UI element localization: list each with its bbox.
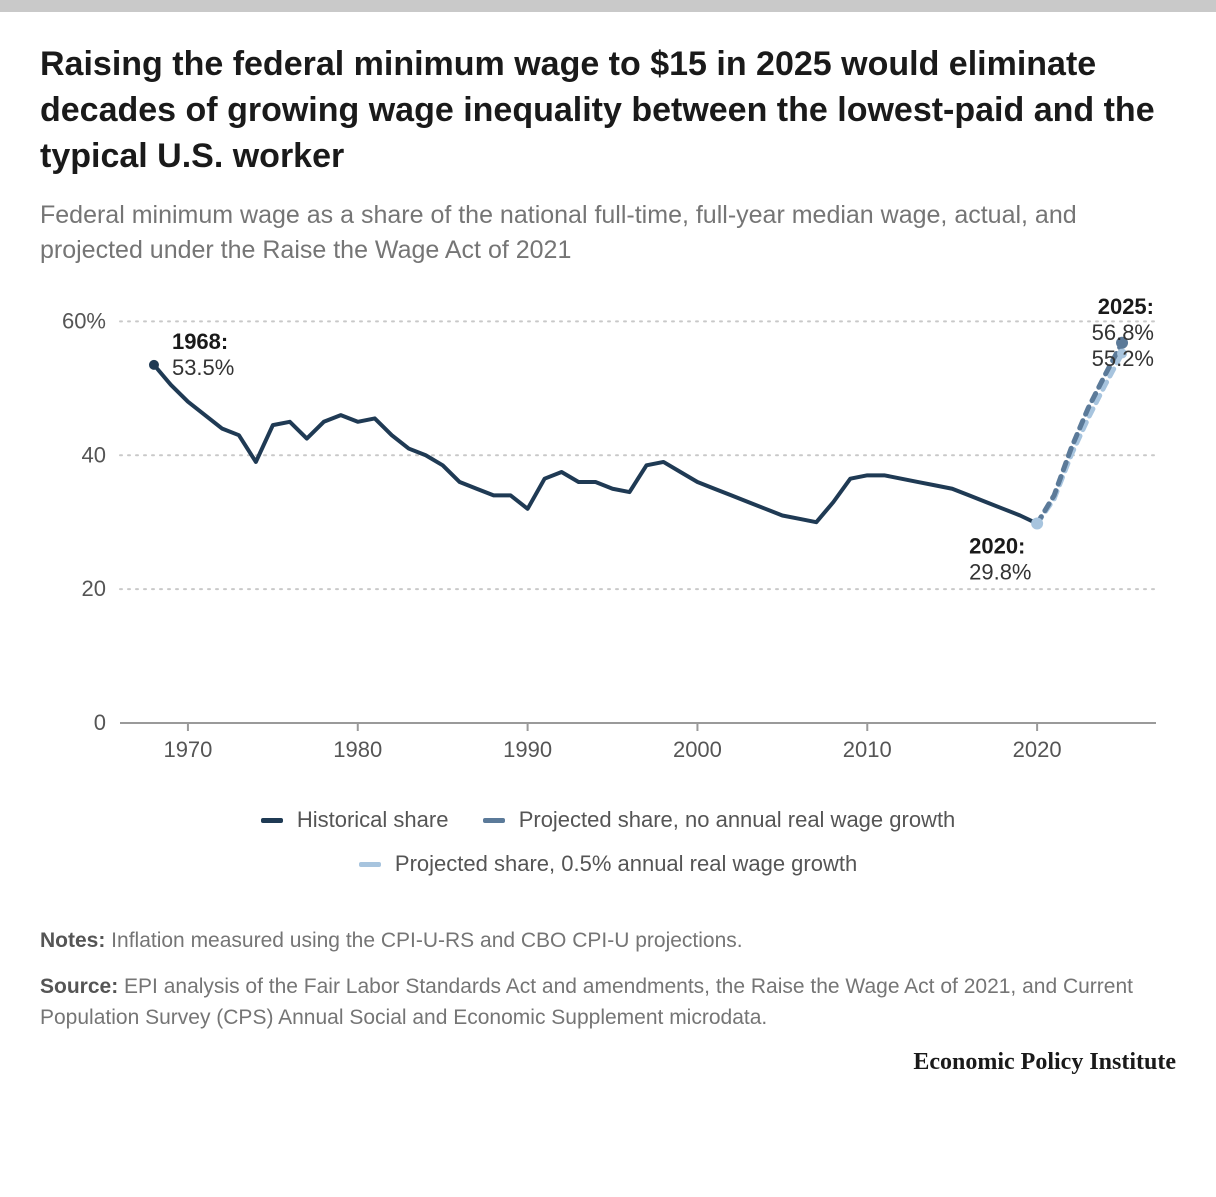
chart-subtitle: Federal minimum wage as a share of the n…	[40, 198, 1176, 268]
chart-area: 0 20 40 60% 1970 1980 1990 2000 2010 2020 1968:53.…	[40, 288, 1176, 778]
notes-text: Inflation measured using the CPI-U-RS an…	[105, 929, 742, 952]
footer-attribution: Economic Policy Institute	[40, 1049, 1176, 1076]
legend-swatch	[261, 818, 283, 823]
legend-item-proj-none: Projected share, no annual real wage gro…	[483, 798, 956, 842]
legend-label: Projected share, 0.5% annual real wage g…	[395, 851, 857, 876]
legend-swatch	[483, 818, 505, 823]
source-label: Source:	[40, 975, 118, 998]
svg-text:1970: 1970	[163, 737, 212, 762]
legend-item-historical: Historical share	[261, 798, 449, 842]
svg-text:53.5%: 53.5%	[172, 355, 234, 380]
source: Source: EPI analysis of the Fair Labor S…	[40, 972, 1176, 1033]
svg-text:60%: 60%	[62, 308, 106, 333]
chart-title: Raising the federal minimum wage to $15 …	[40, 42, 1176, 180]
svg-text:2020:: 2020:	[969, 533, 1025, 558]
svg-text:2020: 2020	[1013, 737, 1062, 762]
svg-text:1980: 1980	[333, 737, 382, 762]
container: Raising the federal minimum wage to $15 …	[0, 12, 1216, 1106]
notes: Notes: Inflation measured using the CPI-…	[40, 926, 1176, 956]
svg-text:56.8%: 56.8%	[1092, 320, 1154, 345]
legend-label: Projected share, no annual real wage gro…	[519, 807, 956, 832]
legend-swatch	[359, 862, 381, 867]
svg-text:1990: 1990	[503, 737, 552, 762]
source-text: EPI analysis of the Fair Labor Standards…	[40, 975, 1133, 1028]
svg-text:1968:: 1968:	[172, 329, 228, 354]
svg-text:2025:: 2025:	[1098, 294, 1154, 319]
svg-text:40: 40	[82, 442, 106, 467]
legend-label: Historical share	[297, 807, 449, 832]
svg-text:2000: 2000	[673, 737, 722, 762]
top-bar	[0, 0, 1216, 12]
notes-label: Notes:	[40, 929, 105, 952]
line-chart-svg: 0 20 40 60% 1970 1980 1990 2000 2010 2020 1968:53.…	[40, 288, 1176, 778]
svg-text:2010: 2010	[843, 737, 892, 762]
svg-text:29.8%: 29.8%	[969, 559, 1031, 584]
svg-text:20: 20	[82, 576, 106, 601]
svg-text:55.2%: 55.2%	[1092, 346, 1154, 371]
figure-card: Raising the federal minimum wage to $15 …	[0, 0, 1216, 1106]
svg-text:0: 0	[94, 710, 106, 735]
legend: Historical share Projected share, no ann…	[40, 798, 1176, 886]
legend-item-proj-half: Projected share, 0.5% annual real wage g…	[359, 842, 857, 886]
